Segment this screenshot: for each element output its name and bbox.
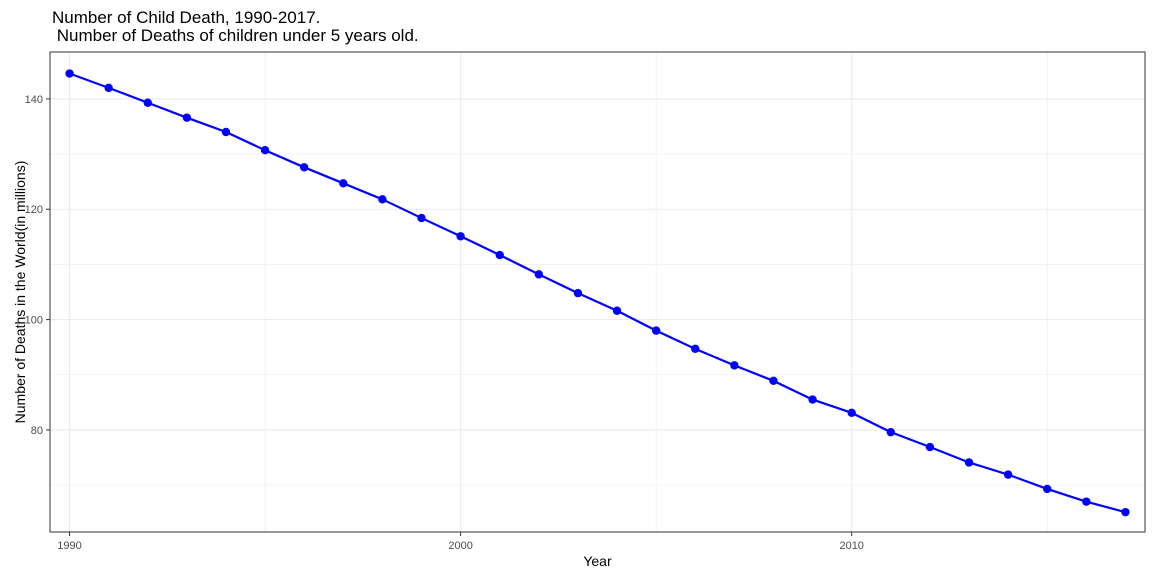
- data-point: [847, 408, 856, 418]
- plot-panel-border: [49, 51, 1146, 533]
- data-point: [495, 250, 504, 260]
- x-tick-label: 1990: [57, 540, 81, 552]
- data-point: [964, 458, 974, 467]
- data-point: [104, 83, 113, 93]
- data-point: [1003, 470, 1013, 479]
- y-axis-title: Number of Deaths in the World(in million…: [12, 161, 28, 424]
- data-point: [886, 427, 896, 437]
- y-tick-label: 100: [25, 315, 43, 327]
- data-point: [769, 376, 778, 386]
- data-point: [573, 288, 583, 298]
- x-axis-title: Year: [583, 553, 612, 569]
- data-point: [691, 344, 700, 354]
- data-point: [339, 179, 348, 188]
- data-point: [378, 195, 387, 204]
- x-tick-label: 2010: [839, 540, 863, 552]
- data-point: [1121, 507, 1130, 517]
- data-point: [260, 146, 270, 155]
- data-point: [534, 270, 544, 279]
- y-tick-label: 140: [25, 94, 43, 106]
- data-point: [808, 395, 817, 404]
- data-point: [299, 163, 309, 172]
- data-point: [221, 127, 231, 137]
- data-point: [612, 306, 622, 315]
- data-point: [651, 326, 661, 335]
- y-tick-label: 120: [25, 204, 43, 216]
- data-point: [417, 213, 426, 223]
- x-tick-label: 2000: [448, 540, 472, 552]
- axes-layer: 1990 2000 2010 80 100 120 140: [25, 94, 864, 552]
- chart-title: Number of Child Death, 1990-2017.: [52, 8, 321, 27]
- series-line: [69, 72, 1126, 514]
- series-layer: [65, 69, 1130, 517]
- grid-lines: [50, 52, 1145, 532]
- data-point: [1082, 497, 1091, 506]
- data-point: [730, 361, 739, 370]
- data-point: [65, 69, 74, 78]
- data-point: [182, 113, 192, 122]
- data-point: [456, 232, 465, 241]
- data-point: [925, 442, 935, 452]
- y-tick-label: 80: [31, 425, 43, 437]
- chart-subtitle: Number of Deaths of children under 5 yea…: [52, 26, 419, 45]
- data-point: [143, 98, 152, 107]
- data-point: [1043, 484, 1052, 494]
